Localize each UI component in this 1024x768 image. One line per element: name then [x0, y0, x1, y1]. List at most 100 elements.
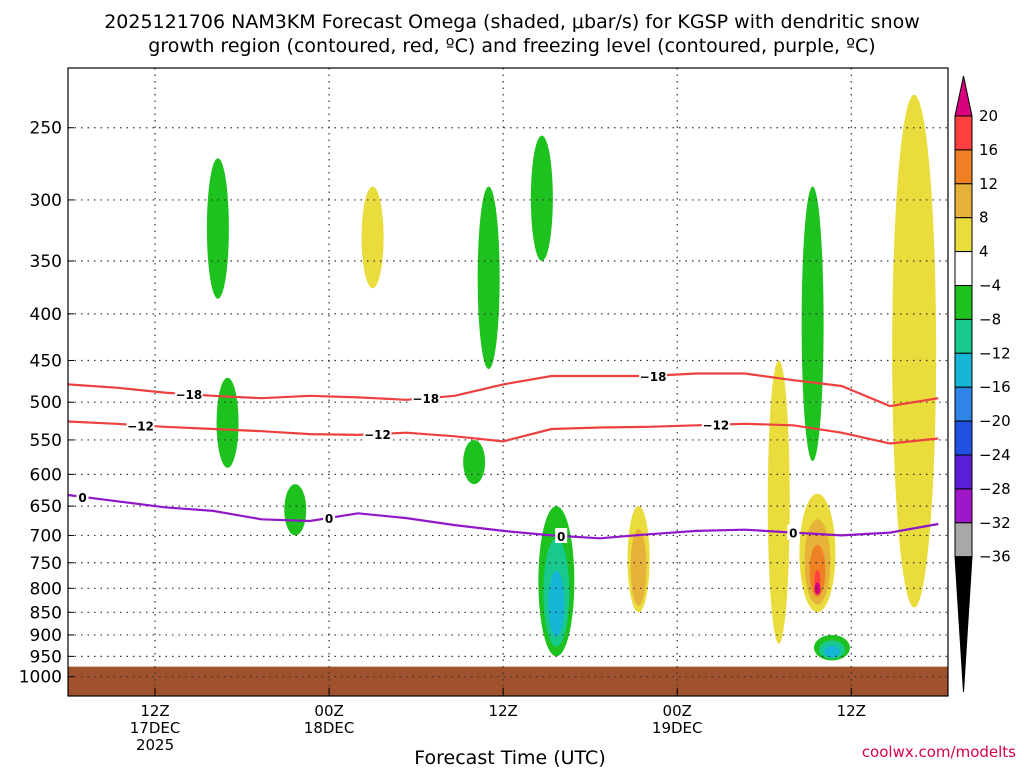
contour-label: 0 — [557, 530, 565, 544]
contour-line--18 — [67, 372, 939, 408]
omega-shade-sinking-yellow — [361, 186, 384, 289]
contour-label-bg — [701, 416, 730, 432]
colorbar-segment — [954, 522, 973, 558]
contour-labels: −18 −18 −18 −12 −12 −12 0 0 0 0 — [76, 367, 800, 544]
y-tick-label-400: 400 — [30, 305, 62, 325]
colorbar-tick-label: −4 — [979, 277, 1001, 295]
contour-label: 0 — [789, 527, 797, 541]
colorbar-tick-label: −24 — [979, 446, 1011, 464]
y-tick-label-550: 550 — [30, 431, 62, 451]
colorbar-segment — [954, 352, 973, 388]
x-tick-label: 2025 — [136, 736, 174, 754]
colorbar-top-arrow — [954, 75, 973, 117]
x-tick-label: 12Z — [488, 702, 517, 720]
contour-label: −18 — [640, 370, 667, 384]
contour-label-bg — [323, 509, 336, 525]
omega-shade-sinking-strong — [814, 582, 821, 595]
y-tick-label-700: 700 — [30, 526, 62, 546]
colorbar-tick-label: 8 — [979, 209, 989, 227]
y-tick-label-350: 350 — [30, 252, 62, 272]
y-tick-label-600: 600 — [30, 465, 62, 485]
colorbar-tick-label: −20 — [979, 412, 1011, 430]
x-tick-label: 00Z — [663, 702, 692, 720]
y-tick-label-1000: 1000 — [19, 668, 62, 688]
colorbar-segment — [954, 183, 973, 219]
colorbar-tick-label: −12 — [979, 344, 1011, 362]
colorbar-segment — [954, 149, 973, 185]
contour-label-bg — [411, 390, 440, 406]
contour-label-bg — [174, 386, 203, 402]
omega-shade-rising-strong — [548, 570, 565, 637]
contour-label: −12 — [703, 419, 730, 433]
omega-shade-sinking-yellow — [767, 360, 790, 644]
credit-link[interactable]: coolwx.com/modelts — [862, 743, 1016, 761]
x-tick-label: 12Z — [837, 702, 866, 720]
contour-label-bg — [639, 367, 668, 383]
contour-line--12 — [67, 420, 939, 445]
colorbar-tick-label: 16 — [979, 141, 998, 159]
contour-label-bg — [787, 524, 800, 540]
colorbar-segment — [954, 488, 973, 524]
contour-label-bg — [555, 528, 568, 544]
x-axis-label: Forecast Time (UTC) — [414, 747, 605, 768]
omega-shade-rising-green — [206, 158, 229, 299]
colorbar-segment — [954, 420, 973, 456]
colorbar-segment — [954, 318, 973, 354]
y-tick-label-750: 750 — [30, 554, 62, 574]
omega-shade-rising-green — [463, 439, 486, 485]
omega-shade-rising-green — [530, 135, 553, 261]
contour-label-bg — [76, 488, 89, 504]
y-tick-label-650: 650 — [30, 497, 62, 517]
omega-shade-rising-green — [284, 484, 307, 536]
colorbar-tick-label: 12 — [979, 175, 998, 193]
colorbar-segment — [954, 251, 973, 287]
contour-label: −18 — [412, 392, 439, 406]
colorbar-tick-label: −16 — [979, 378, 1011, 396]
colorbar-tick-label: −28 — [979, 480, 1011, 498]
y-tick-label-800: 800 — [30, 579, 62, 599]
omega-shade-rising-green — [477, 186, 500, 370]
contour-label: −12 — [127, 419, 154, 433]
contour-label: 0 — [78, 491, 86, 505]
contour-label: −18 — [175, 388, 202, 402]
x-tick-label: 00Z — [314, 702, 343, 720]
x-tick-label: 17DEC — [130, 719, 181, 737]
y-tick-label-900: 900 — [30, 626, 62, 646]
contour-label: −12 — [364, 428, 391, 442]
y-tick-label-950: 950 — [30, 647, 62, 667]
colorbar-tick-label: −36 — [979, 548, 1011, 566]
y-axis-ticks: 250 300 350 400 450 500 550 600 650 700 750 800 850 9… — [19, 119, 74, 688]
omega-shade-sinking-orange — [630, 528, 647, 606]
colorbar-tick-label: −8 — [979, 310, 1001, 328]
omega-shade-sinking-yellow — [892, 94, 937, 608]
y-tick-label-450: 450 — [30, 351, 62, 371]
colorbar-tick-label: 20 — [979, 107, 998, 125]
omega-shaded-regions — [206, 94, 937, 661]
colorbar: 20 16 12 8 4 −4 −8 −12 −16 −20 −24 −28 −32 −36 — [954, 75, 1011, 693]
chart-title-line-2: growth region (contoured, red, ºC) and f… — [148, 35, 875, 57]
omega-shade-rising-green — [216, 377, 239, 468]
y-tick-label-850: 850 — [30, 603, 62, 623]
contour-label: 0 — [325, 512, 333, 526]
contour-label-bg — [126, 417, 155, 433]
contour-label-bg — [363, 425, 392, 441]
chart-title-line-1: 2025121706 NAM3KM Forecast Omega (shaded… — [104, 11, 920, 33]
x-tick-label: 19DEC — [652, 719, 703, 737]
pressure-gridlines — [68, 68, 948, 696]
colorbar-segment — [954, 454, 973, 490]
colorbar-segment — [954, 285, 973, 320]
x-tick-label: 12Z — [140, 702, 169, 720]
x-tick-label: 18DEC — [304, 719, 355, 737]
colorbar-bottom-arrow — [954, 556, 973, 693]
colorbar-segment — [954, 217, 973, 253]
ground-below-surface — [68, 666, 948, 696]
colorbar-segment — [954, 115, 973, 151]
colorbar-tick-label: −32 — [979, 514, 1011, 532]
plot-frame — [67, 67, 949, 697]
y-tick-label-250: 250 — [30, 119, 62, 139]
omega-shade-rising-green — [801, 186, 824, 461]
colorbar-segment — [954, 386, 973, 422]
y-tick-label-300: 300 — [30, 191, 62, 211]
